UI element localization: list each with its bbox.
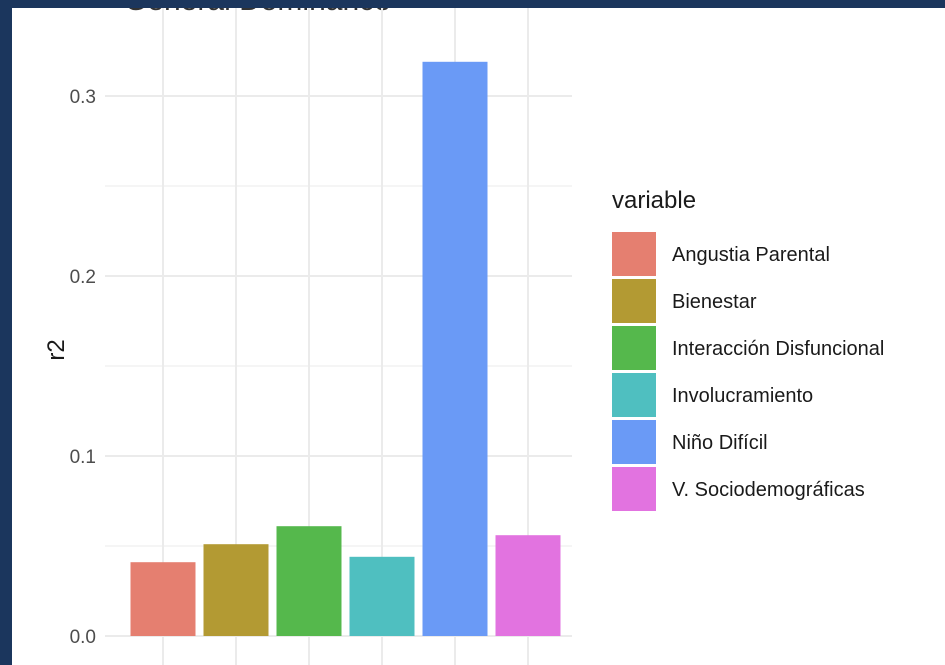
legend-key [612,467,656,511]
legend-label: Interacción Disfuncional [672,338,884,360]
chart-title: General Dominance [124,8,391,17]
chart-panel: General Dominance 0.0 0.1 0.2 0.3 r2 variab… [12,8,945,665]
bar [495,535,561,636]
legend-label: Bienestar [672,291,757,313]
legend-label: Angustia Parental [672,244,830,266]
legend: variable Angustia Parental Bienestar Inter… [612,187,884,511]
legend-key [612,232,656,276]
bars [130,61,561,637]
bar [422,61,488,637]
y-axis-title: r2 [43,339,70,360]
bar [130,562,196,636]
legend-items: Angustia Parental Bienestar Interacción Di… [612,232,884,511]
y-tick-label: 0.2 [70,267,96,288]
y-tick-label: 0.1 [70,447,96,468]
legend-label: Involucramiento [672,385,813,407]
legend-key [612,373,656,417]
y-tick-label: 0.0 [70,627,96,648]
legend-key [612,279,656,323]
y-tick-label: 0.3 [70,87,96,108]
y-tick-labels: 0.0 0.1 0.2 0.3 [70,87,96,648]
legend-label: V. Sociodemográficas [672,479,865,501]
bar [276,526,342,636]
legend-key [612,420,656,464]
bar-chart: General Dominance 0.0 0.1 0.2 0.3 r2 variab… [43,8,884,665]
legend-key [612,326,656,370]
legend-title: variable [612,187,696,214]
legend-label: Niño Difícil [672,432,768,454]
bar [349,556,415,636]
bar [203,544,269,636]
